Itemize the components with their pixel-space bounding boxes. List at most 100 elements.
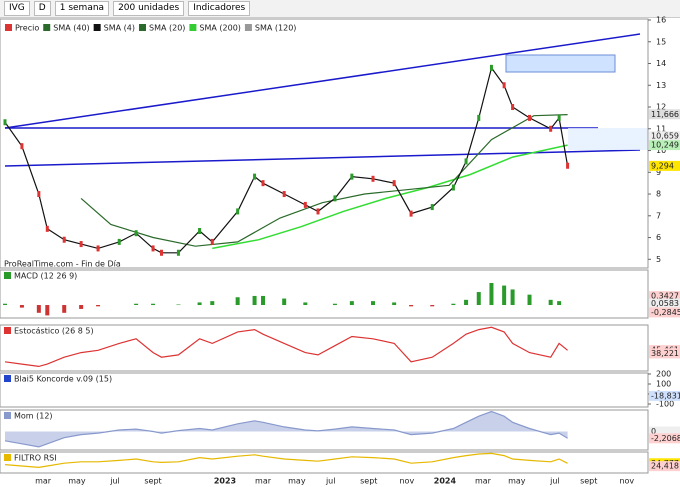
candle [392, 180, 396, 187]
candle [160, 249, 164, 256]
price-tag-bg [649, 426, 680, 437]
y-tick-label: 10 [656, 146, 666, 155]
y-tick-label: -100 [656, 400, 674, 409]
histogram-bar [464, 299, 469, 306]
histogram-bar [36, 305, 41, 313]
indicators[interactable]: Indicadores [188, 1, 251, 16]
y-tick-label: 12 [656, 103, 666, 112]
histogram-bar [430, 305, 435, 307]
price-tag-bg [649, 140, 680, 151]
x-tick-label: nov [399, 477, 414, 486]
price-tag-bg [649, 291, 680, 302]
units[interactable]: 200 unidades [113, 1, 185, 16]
x-tick-label: mar [475, 477, 492, 486]
x-tick-label: may [508, 477, 526, 486]
pane-frame [0, 372, 649, 408]
y-tick-label: 7 [656, 211, 661, 220]
pane-frame [0, 409, 649, 451]
histogram-bar [45, 305, 50, 316]
period[interactable]: 1 semana [54, 1, 110, 16]
histogram-bar [557, 301, 562, 306]
candle [236, 208, 240, 215]
sma40 [80, 114, 568, 247]
price-tag: 0,0583 [651, 299, 679, 308]
legend-entry: SMA (4) [104, 24, 135, 33]
histogram-bar [62, 305, 67, 313]
histogram-bar [197, 302, 202, 306]
histogram-bar [548, 299, 553, 306]
candle [20, 143, 24, 150]
symbol[interactable]: IVG [4, 1, 30, 16]
legend-swatch [93, 24, 101, 31]
candle [79, 241, 83, 248]
candle [198, 228, 202, 235]
price-tag-bg [649, 307, 680, 318]
y-tick-label: 5 [656, 255, 661, 264]
price-tag-bg [649, 461, 680, 472]
x-tick-label: sept [360, 477, 377, 486]
candle [409, 210, 413, 217]
legend-entry: SMA (200) [199, 24, 241, 33]
price-tag: 24,418 [651, 462, 679, 471]
x-tick-label: nov [619, 477, 634, 486]
price-tag-bg [649, 109, 680, 120]
histogram-bar [19, 305, 24, 308]
histogram-bar [3, 303, 7, 306]
histogram-bar [332, 303, 337, 306]
pane-label: Estocástico (26 8 5) [14, 327, 94, 336]
candle [502, 82, 506, 89]
histogram-bar [282, 298, 287, 306]
pane-icon [4, 454, 11, 461]
legend-swatch [138, 24, 146, 31]
histogram-bar [134, 303, 139, 306]
price-tag-bg [649, 348, 680, 359]
candle [350, 173, 354, 180]
candle [261, 180, 265, 187]
price-tag-bg [649, 433, 680, 444]
pane-label: MACD (12 26 9) [14, 272, 77, 281]
x-tick-label: jul [109, 477, 120, 486]
candle [253, 173, 257, 180]
y-tick-label: 200 [656, 370, 671, 379]
x-tick-label: may [288, 477, 306, 486]
histogram-bar [96, 305, 101, 307]
price-tag: 38,221 [651, 349, 679, 358]
histogram-bar [210, 301, 215, 306]
legend-entry: Precio [15, 24, 39, 33]
y-tick-label: 15 [656, 37, 666, 46]
y-tick-label: 100 [656, 380, 671, 389]
indicator-line [4, 326, 568, 368]
pane-label: FILTRO RSI [14, 454, 57, 463]
histogram-bar [235, 297, 240, 306]
pane-frame [0, 269, 649, 319]
x-tick-label: mar [255, 477, 272, 486]
candle [511, 104, 515, 111]
histogram-bar [510, 289, 515, 306]
candle [37, 191, 41, 198]
pane-label: Mom (12) [14, 412, 53, 421]
price-tag: 11,666 [651, 110, 679, 119]
candle [477, 114, 481, 121]
price-tag-bg [649, 298, 680, 309]
x-tick-label: may [68, 477, 86, 486]
price-tag: 0,3427 [651, 292, 679, 301]
y-tick-label: 9 [656, 168, 661, 177]
candle [303, 201, 307, 208]
pane-frame [0, 451, 649, 474]
price-tag-bg [649, 160, 680, 171]
x-tick-label: mar [35, 477, 52, 486]
histogram-bar [502, 285, 507, 306]
legend-entry: SMA (40) [53, 24, 89, 33]
d-button[interactable]: D [33, 1, 51, 16]
price-tag: -18,831 [651, 391, 680, 400]
indicator-line [4, 410, 568, 448]
candle [45, 225, 49, 232]
candle [489, 64, 493, 71]
histogram-bar [409, 305, 414, 307]
histogram-bar [303, 302, 308, 306]
pane-frame [0, 324, 649, 372]
y-tick-label: 8 [656, 190, 661, 199]
price-tag-bg [649, 131, 680, 142]
candle [549, 125, 553, 132]
